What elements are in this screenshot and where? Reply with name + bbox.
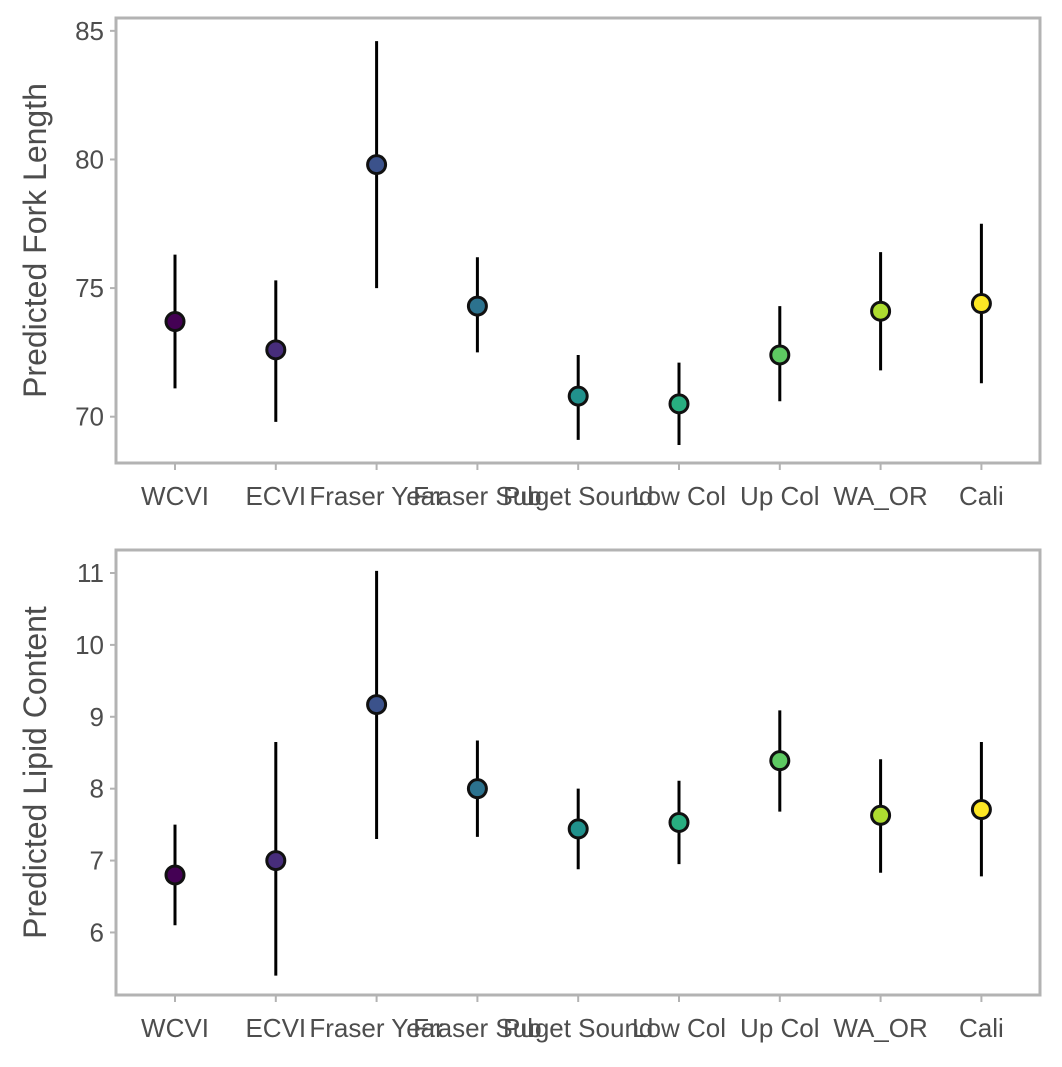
data-point — [970, 799, 992, 821]
x-tick-label: Puget Sound — [503, 481, 653, 511]
plot-frame — [114, 548, 1042, 997]
data-point — [164, 864, 186, 886]
data-point — [567, 385, 589, 407]
data-point — [769, 344, 791, 366]
x-tick-label: WA_OR — [833, 481, 927, 511]
x-tick-label: WCVI — [141, 1013, 209, 1043]
y-tick-label: 70 — [75, 402, 104, 432]
y-tick-label: 11 — [77, 558, 104, 588]
x-tick-label: Up Col — [740, 1013, 819, 1043]
data-point — [366, 154, 388, 176]
x-tick-label: Up Col — [740, 481, 819, 511]
y-tick-label: 7 — [90, 846, 104, 876]
x-tick-label: WA_OR — [833, 1013, 927, 1043]
x-tick-label: Low Col — [632, 481, 726, 511]
data-point — [164, 311, 186, 333]
x-tick-label: Fraser Sub — [413, 1013, 542, 1043]
data-point — [970, 293, 992, 315]
data-point — [366, 694, 388, 716]
data-point — [567, 818, 589, 840]
y-axis-title: Predicted Lipid Content — [17, 606, 53, 939]
y-tick-label: 6 — [90, 917, 104, 947]
data-point — [265, 339, 287, 361]
y-tick-label: 80 — [75, 144, 104, 174]
data-point — [668, 393, 690, 415]
x-tick-label: WCVI — [141, 481, 209, 511]
x-tick-label: Cali — [959, 481, 1004, 511]
data-point — [870, 300, 892, 322]
data-point — [265, 850, 287, 872]
x-tick-label: Low Col — [632, 1013, 726, 1043]
data-point — [466, 295, 488, 317]
y-tick-label: 75 — [75, 273, 104, 303]
x-tick-label: Fraser Year — [309, 481, 444, 511]
x-tick-label: Fraser Sub — [413, 481, 542, 511]
y-axis-title: Predicted Fork Length — [17, 83, 53, 398]
y-tick-label: 9 — [90, 702, 104, 732]
data-point — [466, 778, 488, 800]
data-point — [769, 750, 791, 772]
x-tick-label: Cali — [959, 1013, 1004, 1043]
y-tick-label: 10 — [75, 630, 104, 660]
y-tick-label: 8 — [90, 774, 104, 804]
data-point — [668, 811, 690, 833]
x-tick-label: ECVI — [245, 481, 306, 511]
x-tick-label: ECVI — [245, 1013, 306, 1043]
y-tick-label: 85 — [75, 16, 104, 46]
x-tick-label: Puget Sound — [503, 1013, 653, 1043]
data-point — [870, 804, 892, 826]
x-tick-label: Fraser Year — [309, 1013, 444, 1043]
